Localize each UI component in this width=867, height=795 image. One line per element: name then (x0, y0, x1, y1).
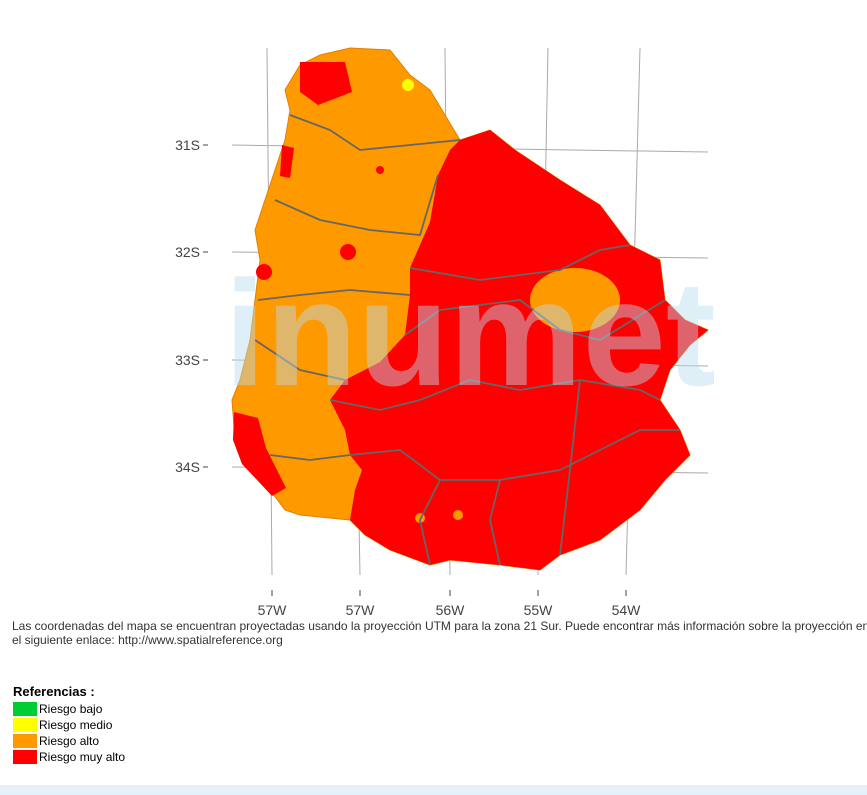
region-very-high (280, 145, 294, 178)
region-very-high (233, 412, 286, 496)
footer-bar (0, 785, 867, 795)
region-high (453, 510, 463, 520)
map: inumet 31S 32S 33S 34S 57W 57W 56W 55W 54W (175, 47, 716, 618)
legend-items: Riesgo bajo Riesgo medio Riesgo alto Riesgo… (13, 701, 125, 765)
legend-swatch (13, 734, 37, 748)
note-line: el siguiente enlace: http://www.spatialr… (12, 633, 867, 647)
y-label: 31S (175, 137, 200, 153)
y-label: 33S (175, 352, 200, 368)
region-very-high (340, 244, 356, 260)
region-high (530, 268, 620, 332)
x-label: 57W (346, 602, 376, 618)
note-line: Las coordenadas del mapa se encuentran p… (12, 619, 867, 633)
y-label: 32S (175, 244, 200, 260)
region-very-high (256, 264, 272, 280)
region-medium (402, 79, 414, 91)
legend: Referencias : Riesgo bajo Riesgo medio Rie… (13, 684, 125, 765)
legend-swatch (13, 718, 37, 732)
region-very-high (376, 166, 384, 174)
legend-swatch (13, 702, 37, 716)
x-label: 54W (612, 602, 642, 618)
y-label: 34S (175, 459, 200, 475)
legend-label: Riesgo medio (39, 718, 113, 732)
link[interactable]: http://www.spatialreference.org (118, 633, 283, 647)
projection-note: Las coordenadas del mapa se encuentran p… (12, 619, 867, 647)
legend-label: Riesgo alto (39, 734, 100, 748)
legend-label: Riesgo muy alto (39, 750, 126, 764)
legend-swatch (13, 750, 37, 764)
x-label: 55W (524, 602, 554, 618)
legend-title: Referencias : (13, 684, 95, 699)
legend-item: Riesgo alto (13, 733, 125, 749)
region-very-high (300, 62, 352, 105)
borders (254, 114, 680, 566)
watermark: inumet (224, 249, 716, 417)
region-very-high (330, 130, 708, 570)
x-label: 56W (436, 602, 466, 618)
note-text: el siguiente enlace: (12, 633, 115, 647)
x-label: 57W (258, 602, 288, 618)
legend-item: Riesgo muy alto (13, 749, 125, 765)
legend-label: Riesgo bajo (39, 702, 103, 716)
legend-item: Riesgo medio (13, 717, 125, 733)
legend-item: Riesgo bajo (13, 701, 125, 717)
